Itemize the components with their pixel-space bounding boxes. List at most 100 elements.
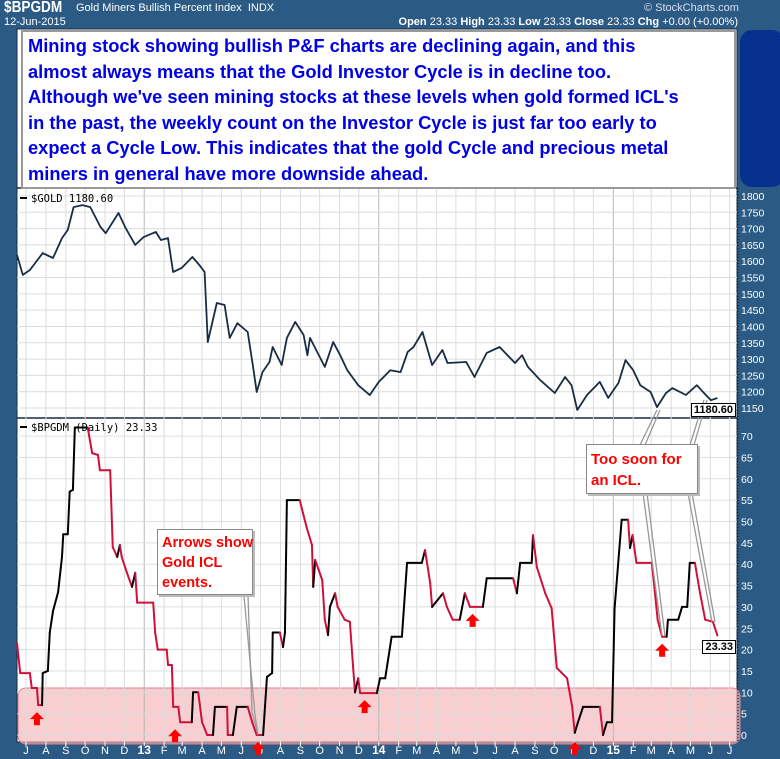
y-tick-label-gold: 1750 xyxy=(741,207,765,219)
bpgdm-line-segment xyxy=(555,666,569,680)
symbol-title: $BPGDM xyxy=(4,0,63,16)
x-tick-label: O xyxy=(315,745,324,757)
commentary-line: Mining stock showing bullish P&F charts … xyxy=(28,35,636,56)
x-tick-label: J xyxy=(239,745,245,757)
x-tick-label: M xyxy=(178,745,187,757)
x-tick-label: O xyxy=(550,745,559,757)
x-tick-label: F xyxy=(630,745,637,757)
bpgdm-line-segment xyxy=(602,721,608,736)
icl-arrow-up-icon xyxy=(465,613,480,627)
icl-arrow-up-icon xyxy=(655,643,670,657)
close-label: Close xyxy=(574,16,605,28)
bpgdm-line-segment xyxy=(60,533,65,558)
y-tick-label-gold: 1300 xyxy=(741,354,765,366)
bpgdm-line-segment xyxy=(334,592,339,608)
bpgdm-line-segment xyxy=(152,601,157,634)
bpgdm-line-segment xyxy=(321,578,326,621)
bpgdm-line-segment xyxy=(693,561,702,595)
bpgdm-line-segment xyxy=(134,571,139,604)
x-tick-label: M xyxy=(412,745,421,757)
bpgdm-line-segment xyxy=(400,561,409,638)
bpgdm-line-segment xyxy=(312,558,317,588)
callout-line: an ICL. xyxy=(591,472,642,489)
callout-pointer xyxy=(644,409,661,446)
y-tick-label-bpgdm: 30 xyxy=(741,602,753,614)
bpgdm-line-segment xyxy=(91,452,99,456)
bpgdm-line-segment xyxy=(314,558,324,581)
y-tick-label-gold: 1350 xyxy=(741,338,765,350)
bpgdm-line-segment xyxy=(665,618,669,638)
open-label: Open xyxy=(398,16,427,28)
x-tick-label: N xyxy=(336,745,344,757)
x-tick-label: F xyxy=(161,745,168,757)
bpgdm-line-segment xyxy=(109,469,114,549)
bpgdm-line-segment xyxy=(170,663,175,708)
high-value: 23.33 xyxy=(487,16,516,28)
bpgdm-line-segment xyxy=(613,518,623,610)
x-tick-label: M xyxy=(451,745,460,757)
commentary-textbox: Mining stock showing bullish P&F charts … xyxy=(21,30,736,189)
bpgdm-line-segment xyxy=(16,642,22,675)
icl-arrow-up-icon xyxy=(168,729,183,743)
icl-arrow-up-icon xyxy=(567,742,582,755)
bpgdm-line-segment xyxy=(375,677,382,695)
bpgdm-line-segment xyxy=(226,705,229,736)
callout-line: Gold ICL xyxy=(162,555,223,571)
x-tick-label: 15 xyxy=(607,743,621,757)
y-tick-label-bpgdm: 50 xyxy=(741,517,753,529)
y-tick-label-gold: 1550 xyxy=(741,273,765,285)
gold-legend: $GOLD 1180.60 xyxy=(31,193,113,205)
callout-pointer xyxy=(247,595,259,736)
bpgdm-last-price: 23.33 xyxy=(702,640,736,654)
callout-pointer xyxy=(243,595,259,736)
bpgdm-line-segment xyxy=(86,426,94,455)
y-tick-label-bpgdm: 10 xyxy=(741,687,753,699)
x-tick-label: S xyxy=(62,745,69,757)
bpgdm-line-segment xyxy=(611,607,616,724)
price-label-tag xyxy=(740,30,780,187)
bpgdm-line-segment xyxy=(576,705,585,724)
bpgdm-line-segment xyxy=(429,581,434,608)
bpgdm-line-segment xyxy=(57,555,63,593)
commentary-line: expect a Cycle Low. This indicates that … xyxy=(28,137,669,158)
bpgdm-line-segment xyxy=(445,605,454,621)
bpgdm-line-segment xyxy=(35,687,40,707)
y-tick-label-gold: 1450 xyxy=(741,305,765,317)
callout-pointer xyxy=(691,492,716,623)
y-tick-label-bpgdm: 35 xyxy=(741,581,753,593)
y-tick-label-gold: 1700 xyxy=(741,224,765,236)
bpgdm-line-segment xyxy=(686,561,691,608)
y-tick-label-bpgdm: 40 xyxy=(741,559,753,571)
bpgdm-line-segment xyxy=(544,592,553,610)
bpgdm-line-segment xyxy=(246,705,254,724)
y-tick-label-bpgdm: 55 xyxy=(741,495,753,507)
bpgdm-line-segment xyxy=(190,691,195,724)
x-tick-label: J xyxy=(727,745,733,757)
bpgdm-line-segment xyxy=(424,549,432,584)
bpgdm-line-segment xyxy=(598,705,605,736)
bpgdm-line-segment xyxy=(573,721,579,734)
callout-pointer xyxy=(646,492,666,637)
high-label: High xyxy=(460,16,485,28)
bpgdm-line-segment xyxy=(165,648,170,666)
copyright: © StockCharts.com xyxy=(644,2,739,14)
bpgdm-line-segment xyxy=(120,555,128,574)
x-tick-label: D xyxy=(120,745,128,757)
x-tick-label: A xyxy=(42,745,50,757)
bpgdm-line-segment xyxy=(271,631,274,675)
bpgdm-line-segment xyxy=(535,566,547,595)
bpgdm-line-segment xyxy=(265,672,274,678)
x-tick-label: 14 xyxy=(372,743,386,757)
chg-value: +0.00 (+0.00%) xyxy=(662,16,738,28)
x-tick-label: M xyxy=(217,745,226,757)
open-value: 23.33 xyxy=(429,16,458,28)
bpgdm-line-segment xyxy=(566,677,574,708)
bpgdm-line-segment xyxy=(571,705,576,734)
bpgdm-line-segment xyxy=(699,592,707,621)
callout-pointer xyxy=(639,409,658,446)
x-tick-label: N xyxy=(101,745,109,757)
bpgdm-line-segment xyxy=(201,721,209,736)
callout-arrows-show-icl: Arrows show Gold ICL events. xyxy=(157,529,253,595)
ohlc-readout: Open 23.33 High 23.33 Low 23.33 Close 23… xyxy=(399,16,738,29)
bpgdm-line-segment xyxy=(515,561,522,595)
